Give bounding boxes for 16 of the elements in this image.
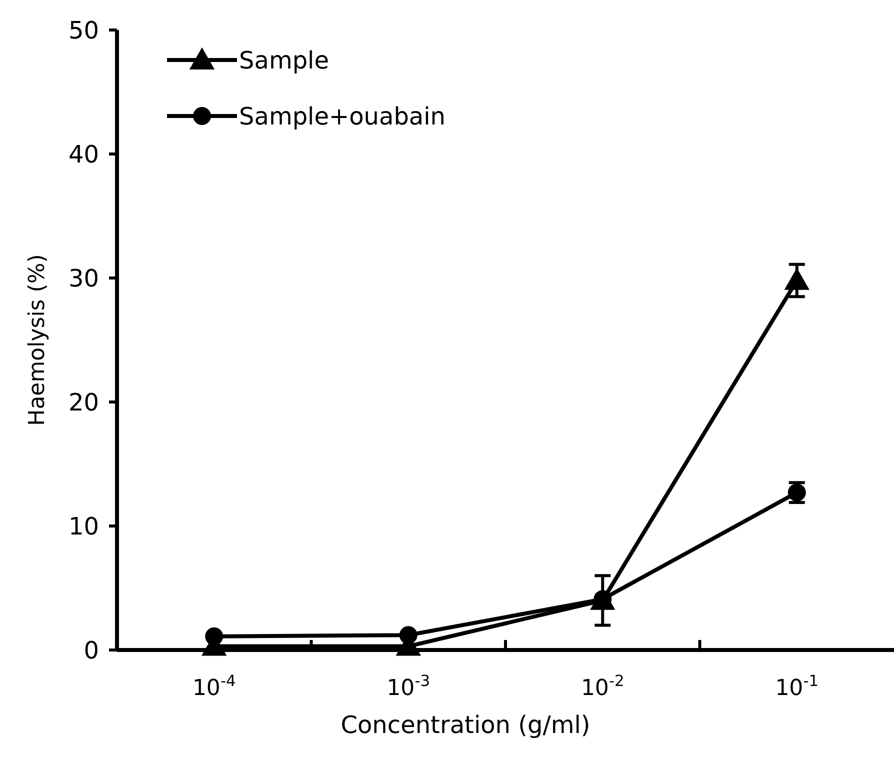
y-tick-label: 0 bbox=[84, 636, 99, 664]
x-tick-label: 10$^{-2}$ bbox=[580, 672, 624, 701]
legend-label: Sample bbox=[239, 46, 329, 74]
point bbox=[399, 626, 418, 644]
point bbox=[205, 627, 224, 646]
x-tick-label: 10$^{-4}$ bbox=[192, 672, 236, 701]
legend-label: Sample+ouabain bbox=[239, 102, 446, 130]
y-tick-label: 40 bbox=[68, 140, 99, 168]
y-tick-label: 20 bbox=[68, 388, 99, 416]
y-tick-label: 30 bbox=[68, 264, 99, 292]
x-axis-title: Concentration (g/ml) bbox=[340, 711, 590, 739]
y-tick-label: 50 bbox=[68, 16, 99, 44]
x-tick-label: 10$^{-3}$ bbox=[386, 672, 430, 701]
y-axis-title: Haemolysis (%) bbox=[25, 254, 50, 426]
x-tick-label: 10$^{-1}$ bbox=[775, 672, 819, 701]
y-tick-label: 10 bbox=[68, 512, 99, 540]
